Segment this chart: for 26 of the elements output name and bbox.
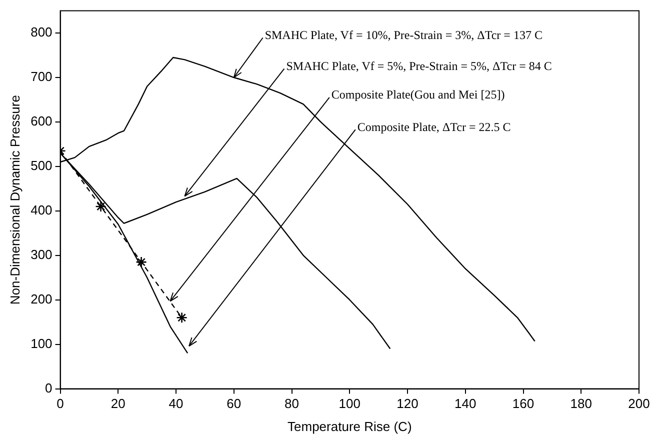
x-tick-label: 40: [168, 396, 184, 412]
x-tick-label: 140: [454, 396, 476, 412]
x-tick-label: 100: [338, 396, 360, 412]
x-tick-label: 60: [226, 396, 242, 412]
y-tick-label: 700: [30, 69, 52, 84]
y-tick-label: 500: [30, 158, 52, 174]
y-tick-label: 100: [30, 336, 52, 351]
y-tick-label: 200: [30, 291, 52, 306]
x-tick-label: 80: [284, 396, 300, 412]
x-axis-title: Temperature Rise (C): [288, 418, 412, 434]
annotation: Composite Plate(Gou and Mei [25]): [331, 88, 505, 102]
x-tick-label: 180: [570, 396, 592, 412]
y-tick-label: 600: [30, 114, 52, 129]
y-tick-label: 300: [30, 246, 52, 262]
y-axis-title: Non-Dimensional Dynamic Pressure: [7, 95, 22, 305]
x-tick-label: 120: [396, 396, 418, 412]
y-tick-label: 400: [30, 202, 52, 218]
x-tick-label: 200: [628, 396, 650, 412]
y-tick-label: 800: [30, 24, 52, 40]
y-tick-label: 0: [45, 380, 52, 396]
x-tick-label: 0: [56, 396, 64, 412]
x-tick-label: 20: [110, 396, 126, 412]
annotation: Composite Plate, ΔTcr = 22.5 C: [357, 120, 511, 134]
annotation: SMAHC Plate, Vf = 10%, Pre-Strain = 3%, ΔTcr = 137 C: [264, 28, 542, 42]
annotation: SMAHC Plate, Vf = 5%, Pre-Strain = 5%, ΔTcr = 84 C: [286, 58, 552, 73]
x-tick-label: 160: [512, 396, 534, 412]
